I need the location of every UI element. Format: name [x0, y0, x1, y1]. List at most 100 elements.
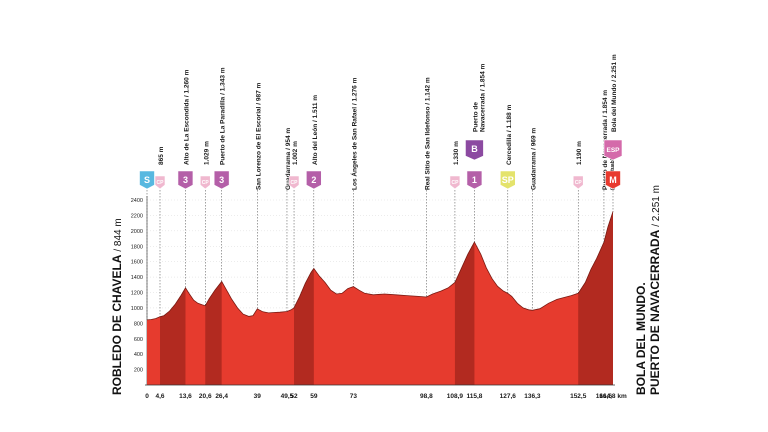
waypoint-label: Real Sitio de San Ildefonso / 1.142 m	[424, 77, 431, 190]
waypoint-label-text: Cercedilla / 1.188 m	[506, 104, 513, 165]
waypoint-label: 1.330 m	[453, 141, 460, 165]
waypoint-label: Los Ángeles de San Rafael / 1.276 m	[349, 77, 358, 190]
x-tick-label: 108,9	[447, 393, 464, 400]
waypoint-label-text: Real Sitio de San Ildefonso / 1.142 m	[424, 77, 431, 190]
x-tick-label: 0	[145, 393, 149, 400]
waypoint-label: Puerto de La Paradilla / 1.343 m	[220, 67, 227, 165]
waypoint-label-text: 1.190 m	[576, 141, 583, 165]
waypoint-badge-secondary-text: B	[471, 144, 478, 154]
finish-altitude: / 2.251 m	[651, 185, 662, 227]
x-tick-label: 4,6	[155, 393, 164, 400]
waypoint-badge-secondary	[603, 139, 623, 161]
waypoint-badge	[572, 175, 584, 190]
waypoint-badge-text: 2	[311, 175, 316, 185]
waypoint-label: San Lorenzo de El Escorial / 987 m	[255, 82, 262, 190]
elevation-outline	[146, 211, 614, 321]
waypoint-badge	[466, 170, 483, 190]
waypoint-badge-text: 1	[472, 175, 477, 185]
waypoint-label-text: Bola del Mundo / 2.251 m	[611, 54, 618, 132]
y-tick-label: 200	[134, 368, 143, 374]
waypoint-badge	[605, 170, 621, 190]
x-tick-label: 26,4	[215, 393, 228, 400]
y-tick-label: 1600	[131, 260, 143, 266]
waypoint-badge-text: 3	[183, 175, 188, 185]
waypoint-badge-text: M	[609, 175, 617, 185]
waypoint-badge	[139, 170, 155, 190]
climb-segment	[205, 281, 222, 385]
y-tick-label: 2000	[131, 229, 143, 235]
waypoint-badge	[177, 170, 194, 190]
y-tick-label: 1000	[131, 306, 143, 312]
waypoint-badge	[500, 170, 516, 190]
waypoint-label-text: Puerto de La Paradilla / 1.343 m	[220, 67, 227, 165]
waypoint-badge-secondary	[465, 139, 484, 161]
waypoint-badge	[199, 175, 211, 190]
finish-name-line1: BOLA DEL MUNDO.	[634, 282, 648, 395]
y-tick-label: 2200	[131, 213, 143, 219]
waypoint-label-text: 1.002 m	[292, 141, 299, 165]
waypoint-badge-text: CP	[157, 180, 165, 186]
climb-segment	[578, 211, 613, 385]
waypoint-badge-text: CP	[575, 180, 583, 186]
waypoint-label-text: 1.330 m	[453, 141, 460, 165]
waypoint-badge-text: SP	[502, 175, 514, 185]
finish-label: BOLA DEL MUNDO. PUERTO DE NAVACERRADA / …	[634, 185, 664, 395]
waypoint-label: Cercedilla / 1.188 m	[506, 104, 513, 165]
x-tick-label: 73	[350, 393, 358, 400]
waypoint-label-text: Puerto de	[472, 102, 479, 132]
waypoint-label: 865 m	[158, 146, 165, 165]
finish-name-line2: PUERTO DE NAVACERRADA	[648, 230, 662, 395]
waypoint-badge	[306, 170, 322, 190]
y-tick-label: 1400	[131, 275, 143, 281]
climb-segment	[160, 287, 186, 385]
waypoint-label: Guadarrama / 969 m	[530, 128, 537, 190]
waypoint-label-text: Alto de La Escondida / 1.260 m	[183, 69, 190, 165]
waypoint-badge	[154, 175, 166, 190]
waypoint-label: Puerto de Navacerrada / 1.854 m	[472, 63, 486, 132]
waypoint-label-text: 865 m	[158, 146, 165, 165]
y-tick-label: 800	[134, 321, 143, 327]
waypoint-badge	[213, 170, 230, 190]
waypoint-label: Guadarrama / 954 m	[285, 128, 292, 190]
x-tick-label: 49,5	[281, 393, 294, 400]
x-tick-label: 127,6	[500, 393, 517, 400]
waypoint-label: Bola del Mundo / 2.251 m	[611, 54, 618, 132]
waypoint-badge-text: 3	[219, 175, 224, 185]
x-tick-label: 152,5	[570, 393, 587, 400]
climb-segment	[294, 268, 314, 385]
x-tick-label: 59	[310, 393, 318, 400]
start-town-name: ROBLEDO DE CHAVELA	[110, 254, 124, 395]
waypoint-label-text: Alto del León / 1.511 m	[312, 95, 319, 165]
waypoint-label-text: 1.029 m	[203, 141, 210, 165]
start-town-label: ROBLEDO DE CHAVELA / 844 m	[110, 218, 124, 395]
x-tick-label: 161,6	[596, 393, 613, 400]
x-tick-label: 98,8	[420, 393, 433, 400]
waypoint-badge-secondary-text: ESP	[606, 147, 620, 154]
waypoint-label-text-2: Navacerrada / 1.854 m	[479, 63, 486, 132]
x-tick-label: 164,8 km	[599, 393, 627, 400]
x-tick-label: 13,6	[179, 393, 192, 400]
x-tick-label: 20,6	[199, 393, 212, 400]
waypoint-label-text: Guadarrama / 969 m	[530, 128, 537, 190]
waypoint-label: Alto de La Escondida / 1.260 m	[183, 69, 190, 165]
x-tick-label: 115,8	[466, 393, 482, 400]
waypoint-badge-text: CP	[202, 180, 210, 186]
y-tick-label: 1800	[131, 244, 143, 250]
climb-segment	[454, 242, 475, 385]
start-town-altitude: / 844 m	[113, 218, 124, 252]
x-tick-label: 52	[290, 393, 298, 400]
elevation-area	[147, 211, 613, 385]
waypoint-label: 1.002 m	[292, 141, 299, 165]
waypoint-badge-text: S	[144, 175, 150, 185]
waypoint-badge-text: CP	[451, 180, 459, 186]
x-tick-label: 136,3	[524, 393, 541, 400]
waypoint-label-text: Guadarrama / 954 m	[285, 128, 292, 190]
y-tick-label: 1200	[131, 291, 143, 297]
y-tick-label: 400	[134, 352, 143, 358]
y-tick-label: 2400	[131, 198, 143, 204]
y-tick-label: 600	[134, 337, 143, 343]
waypoint-label-text: Los Ángeles de San Rafael / 1.276 m	[349, 77, 358, 190]
waypoint-label: 1.029 m	[203, 141, 210, 165]
waypoint-label: 1.190 m	[576, 141, 583, 165]
